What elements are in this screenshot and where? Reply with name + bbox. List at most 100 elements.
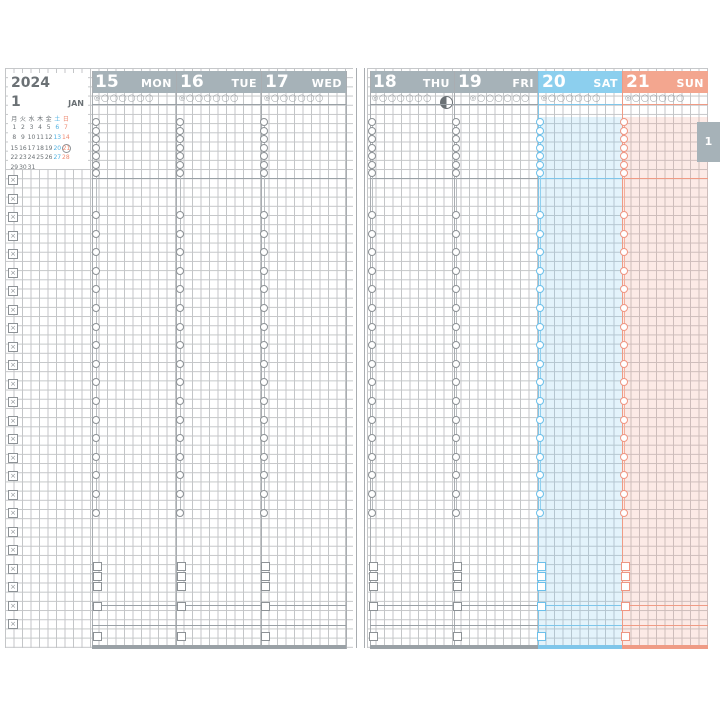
todo-checkbox[interactable]: × bbox=[8, 582, 18, 592]
checkbox-square bbox=[93, 582, 102, 591]
hour-timeline bbox=[260, 118, 270, 518]
hour-dot bbox=[620, 322, 628, 331]
calendar-day: 10 bbox=[27, 134, 36, 141]
todo-checkbox[interactable]: × bbox=[8, 360, 18, 370]
hour-dot bbox=[620, 118, 628, 126]
calendar-day: 4 bbox=[38, 124, 42, 131]
hour-dot bbox=[92, 471, 100, 480]
sunday-tint bbox=[622, 117, 708, 647]
bottom-bar bbox=[622, 645, 708, 649]
section-line bbox=[538, 625, 622, 626]
todo-checkbox[interactable]: × bbox=[8, 452, 18, 463]
hour-dot bbox=[368, 285, 376, 294]
todo-checkbox[interactable]: × bbox=[8, 193, 18, 204]
todo-checkbox[interactable]: × bbox=[8, 397, 18, 407]
hour-dot bbox=[368, 434, 376, 443]
section-line bbox=[622, 605, 708, 606]
todo-checkbox[interactable]: × bbox=[8, 471, 18, 481]
hour-dot bbox=[536, 490, 544, 498]
calendar-month-number: 1 bbox=[11, 94, 21, 110]
hour-dot bbox=[368, 143, 376, 152]
day-number: 19 bbox=[458, 72, 482, 92]
hour-dot bbox=[620, 471, 628, 480]
todo-checkbox[interactable]: × bbox=[8, 286, 18, 296]
todo-checkbox[interactable]: × bbox=[8, 249, 18, 259]
todo-checkbox[interactable]: × bbox=[8, 378, 18, 389]
todo-checkbox[interactable]: × bbox=[8, 526, 18, 537]
hour-dot bbox=[368, 490, 376, 498]
hour-dot bbox=[620, 229, 628, 238]
hour-dot bbox=[92, 266, 100, 275]
checkbox-square bbox=[369, 632, 378, 641]
hour-dot bbox=[452, 143, 460, 152]
todo-checkbox[interactable]: × bbox=[8, 230, 18, 241]
todo-checkbox[interactable]: × bbox=[8, 508, 18, 518]
hour-dot bbox=[92, 490, 100, 498]
todo-checkbox[interactable]: × bbox=[8, 619, 18, 629]
hour-dot bbox=[452, 126, 460, 135]
hour-dot bbox=[176, 359, 184, 368]
hour-dot bbox=[368, 397, 376, 405]
weather-icons-row: ◎◯◯◯◯◯◯ bbox=[541, 94, 602, 102]
hour-dot bbox=[176, 508, 184, 517]
hour-dot bbox=[452, 285, 460, 294]
todo-checkbox[interactable]: × bbox=[8, 304, 18, 315]
hour-dot bbox=[368, 266, 376, 275]
todo-checkbox[interactable]: × bbox=[8, 489, 18, 500]
day-header-sat: 20 SAT bbox=[539, 71, 622, 93]
calendar-day: 28 bbox=[62, 154, 70, 161]
hour-dot bbox=[452, 160, 460, 169]
timeline-stem bbox=[263, 121, 265, 513]
hour-dot bbox=[260, 397, 268, 405]
todo-checkbox[interactable]: × bbox=[8, 600, 18, 611]
section-line bbox=[370, 178, 538, 179]
todo-checkbox[interactable]: × bbox=[8, 415, 18, 426]
hour-dot bbox=[260, 160, 268, 169]
hour-dot bbox=[92, 434, 100, 443]
half-moon-icon bbox=[440, 96, 453, 109]
todo-checkbox[interactable]: × bbox=[8, 545, 18, 555]
header-underline bbox=[622, 104, 708, 105]
hour-dot bbox=[176, 285, 184, 294]
hour-dot bbox=[260, 211, 268, 219]
todo-checkbox[interactable]: × bbox=[8, 175, 18, 185]
hour-dot bbox=[536, 143, 544, 152]
section-line bbox=[538, 605, 622, 606]
todo-checkbox[interactable]: × bbox=[8, 267, 18, 278]
hour-dot bbox=[620, 359, 628, 368]
checkbox-square bbox=[537, 562, 546, 571]
calendar-day: 5 bbox=[46, 124, 51, 131]
weather-icons-row: ◎◯◯◯◯◯◯ bbox=[264, 94, 325, 102]
hour-dot bbox=[260, 135, 268, 143]
calendar-week-row: 8 9 1011121314 bbox=[10, 134, 70, 142]
hour-dot bbox=[536, 341, 544, 350]
hour-dot bbox=[92, 415, 100, 424]
todo-checkbox[interactable]: × bbox=[8, 323, 18, 333]
hour-dot bbox=[92, 152, 100, 160]
section-line bbox=[622, 625, 708, 626]
calendar-weekday: 木 bbox=[37, 116, 44, 123]
calendar-day: 30 bbox=[19, 164, 27, 171]
timeline-stem bbox=[455, 121, 457, 513]
hour-dot bbox=[176, 304, 184, 312]
section-line bbox=[92, 625, 346, 626]
day-weekday: TUE bbox=[231, 77, 257, 90]
hour-dot bbox=[260, 508, 268, 517]
todo-checkbox[interactable]: × bbox=[8, 563, 18, 574]
hour-dot bbox=[176, 397, 184, 405]
hour-dot bbox=[536, 415, 544, 424]
todo-checkbox[interactable]: × bbox=[8, 434, 18, 444]
hour-dot bbox=[536, 471, 544, 480]
todo-checkbox[interactable]: × bbox=[8, 212, 18, 222]
calendar-weekday: 日 bbox=[62, 116, 69, 123]
hour-dot bbox=[92, 508, 100, 517]
calendar-weekday: 月 bbox=[11, 116, 18, 123]
header-underline bbox=[370, 104, 538, 105]
day-weekday: WED bbox=[311, 77, 342, 90]
todo-checkbox[interactable]: × bbox=[8, 341, 18, 352]
header-underline bbox=[92, 104, 346, 105]
hour-dot bbox=[176, 211, 184, 219]
month-side-tab[interactable]: 1 bbox=[697, 122, 720, 162]
hour-dot bbox=[260, 471, 268, 480]
